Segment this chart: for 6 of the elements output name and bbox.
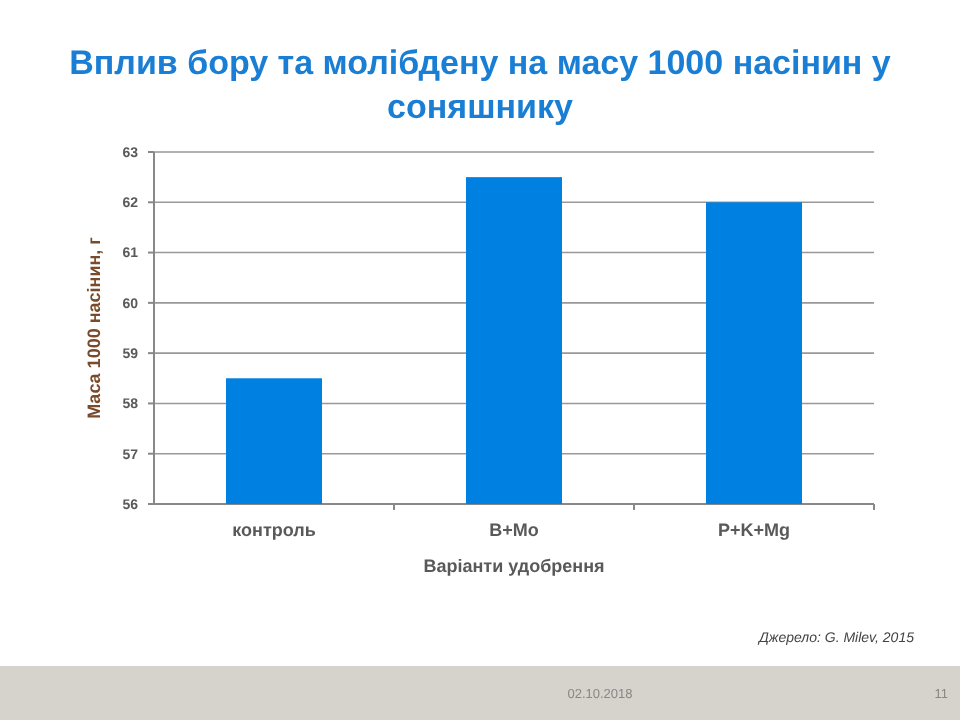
x-axis-title: Варіанти удобрення (423, 556, 605, 576)
x-tick-label: P+K+Mg (717, 520, 791, 540)
x-tick-label: B+Mo (489, 520, 540, 540)
x-tick-label: контроль (232, 520, 317, 540)
chart-title: Вплив бору та молібдену на масу 1000 насінин у соняшнику (69, 44, 892, 126)
y-axis-title: Маса 1000 насінин, г (84, 236, 104, 419)
